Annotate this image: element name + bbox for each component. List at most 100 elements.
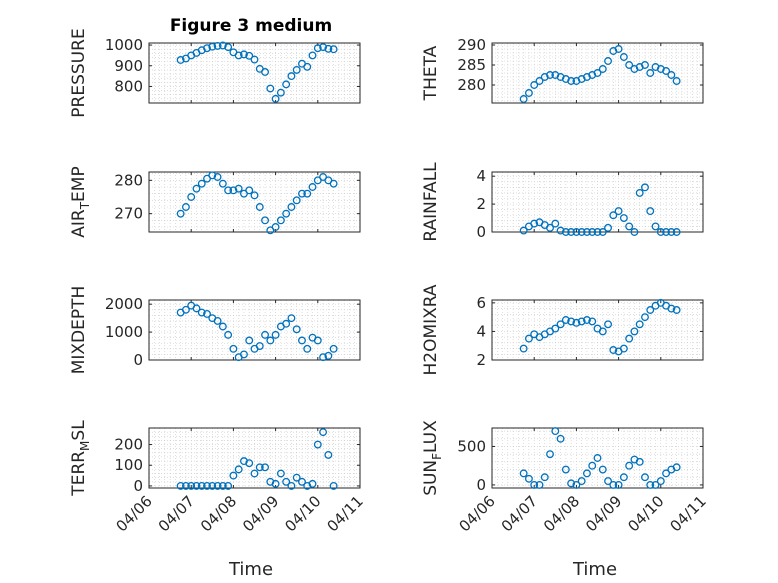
y-axis-label-main: THETA: [421, 45, 441, 101]
y-tick-label: 280: [114, 171, 143, 189]
x-tick-label: 04/11: [324, 492, 367, 535]
data-point: [609, 211, 618, 220]
data-point: [619, 214, 628, 222]
x-tick-label: 04/07: [498, 492, 541, 535]
data-point: [588, 228, 597, 236]
data-point: [614, 207, 623, 216]
grid: [491, 428, 704, 488]
data-point: [319, 428, 328, 437]
figure-title: Figure 3 medium: [170, 16, 332, 36]
x-tick-label: 04/06: [113, 492, 156, 535]
data-point: [213, 316, 222, 325]
data-point: [276, 469, 285, 478]
data-point: [287, 203, 296, 211]
data-point: [292, 325, 301, 334]
grid: [148, 300, 361, 361]
data-point: [176, 481, 185, 490]
series-points: [176, 171, 338, 235]
y-axis-label-main: RAINFALL: [421, 162, 441, 242]
series-points: [176, 41, 338, 103]
data-point: [239, 50, 248, 59]
y-axis-label-main: PRESSURE: [69, 28, 89, 117]
data-point: [625, 61, 634, 69]
data-point: [604, 320, 612, 329]
y-axis-label: H2OMIXRA: [421, 284, 441, 375]
data-point: [181, 203, 190, 211]
axes-box: [148, 427, 361, 489]
y-tick-label: 6: [476, 294, 486, 312]
data-point: [635, 188, 644, 197]
data-point: [604, 477, 612, 486]
data-point: [266, 84, 275, 93]
series-points: [176, 301, 338, 362]
y-axis-label: SUNFLUX: [421, 420, 444, 496]
data-point: [229, 471, 238, 480]
y-axis-label-rest: EMP: [69, 166, 89, 202]
data-point: [308, 479, 317, 488]
grid: [491, 43, 704, 103]
data-point: [641, 473, 649, 482]
data-point: [567, 77, 576, 85]
data-point: [593, 228, 602, 236]
y-tick-label: 500: [457, 437, 486, 455]
data-point: [614, 480, 623, 489]
axes-box: [491, 171, 704, 233]
x-tick-label: 04/06: [456, 492, 499, 535]
data-point: [282, 477, 291, 486]
data-point: [635, 320, 644, 329]
data-point: [672, 306, 681, 314]
data-point: [208, 42, 217, 51]
y-axis-label-subscript: T: [78, 201, 92, 210]
y-axis-label-main: AIR: [69, 209, 89, 238]
data-point: [239, 350, 248, 359]
data-point: [625, 334, 634, 343]
series-points: [176, 428, 338, 490]
data-point: [598, 465, 607, 474]
data-point: [245, 459, 254, 468]
data-point: [203, 481, 211, 490]
data-point: [551, 324, 560, 333]
data-point: [329, 344, 338, 353]
data-point: [213, 481, 222, 490]
data-point: [287, 481, 296, 490]
data-point: [572, 228, 581, 236]
data-point: [593, 69, 602, 77]
y-tick-label: 1000: [105, 36, 143, 54]
data-point: [646, 306, 655, 314]
data-point: [593, 454, 602, 462]
x-tick-label: 04/09: [582, 492, 625, 535]
data-point: [224, 330, 233, 339]
data-point: [588, 317, 597, 326]
data-point: [519, 95, 528, 103]
data-point: [635, 457, 644, 466]
data-point: [271, 223, 280, 231]
data-point: [641, 61, 649, 69]
data-point: [530, 219, 539, 228]
x-tick-label: 04/08: [197, 492, 240, 535]
data-point: [197, 481, 206, 490]
data-point: [519, 226, 528, 235]
subplot-4: 0 2 4 RAINFALL: [421, 162, 704, 242]
data-point: [556, 434, 565, 443]
axes-box: [491, 427, 704, 489]
y-tick-label: 285: [457, 56, 486, 74]
data-point: [261, 330, 269, 339]
subplot-3: 270 280 AIRTEMP: [69, 166, 361, 238]
data-point: [630, 327, 639, 336]
y-tick-label: 0: [476, 223, 486, 241]
data-point: [218, 41, 227, 50]
y-tick-label: 100: [114, 456, 143, 474]
data-point: [213, 173, 222, 181]
data-point: [556, 320, 565, 329]
data-point: [234, 51, 243, 60]
data-point: [282, 319, 291, 328]
data-point: [255, 203, 264, 211]
data-point: [524, 89, 533, 97]
data-point: [324, 44, 333, 53]
data-point: [313, 44, 322, 53]
data-point: [614, 45, 623, 53]
data-point: [609, 346, 618, 354]
y-axis-label-subscript: F: [430, 453, 444, 460]
data-point: [276, 88, 285, 97]
